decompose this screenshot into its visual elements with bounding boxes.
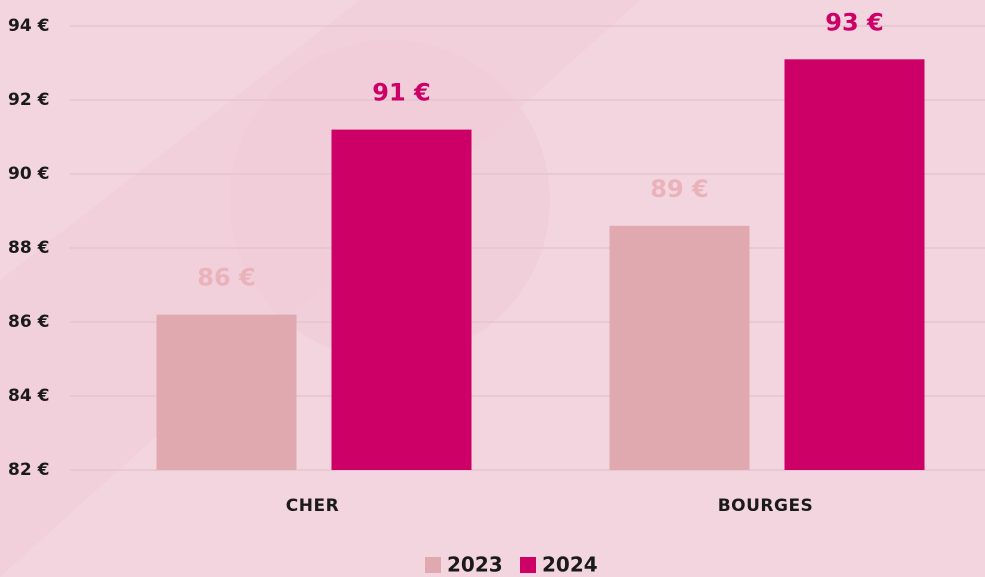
bar (784, 59, 925, 471)
value-label: 91 € (372, 79, 430, 107)
bar (331, 129, 472, 470)
legend-swatch (520, 557, 536, 573)
y-tick-label: 92 € (8, 90, 49, 110)
x-tick-label: CHER (286, 496, 339, 516)
bar (609, 225, 750, 470)
y-tick-label: 82 € (8, 460, 49, 480)
value-label: 89 € (650, 175, 708, 203)
legend-label: 2024 (542, 553, 598, 577)
value-label: 86 € (197, 264, 255, 292)
value-label: 93 € (825, 8, 883, 36)
y-tick-label: 90 € (8, 164, 49, 184)
x-tick-label: BOURGES (718, 496, 814, 516)
y-tick-label: 86 € (8, 312, 49, 332)
legend-label: 2023 (447, 553, 503, 577)
legend-swatch (425, 557, 441, 573)
y-tick-label: 94 € (8, 16, 49, 36)
y-tick-label: 88 € (8, 238, 49, 258)
bar (156, 314, 297, 470)
y-tick-label: 84 € (8, 386, 49, 406)
